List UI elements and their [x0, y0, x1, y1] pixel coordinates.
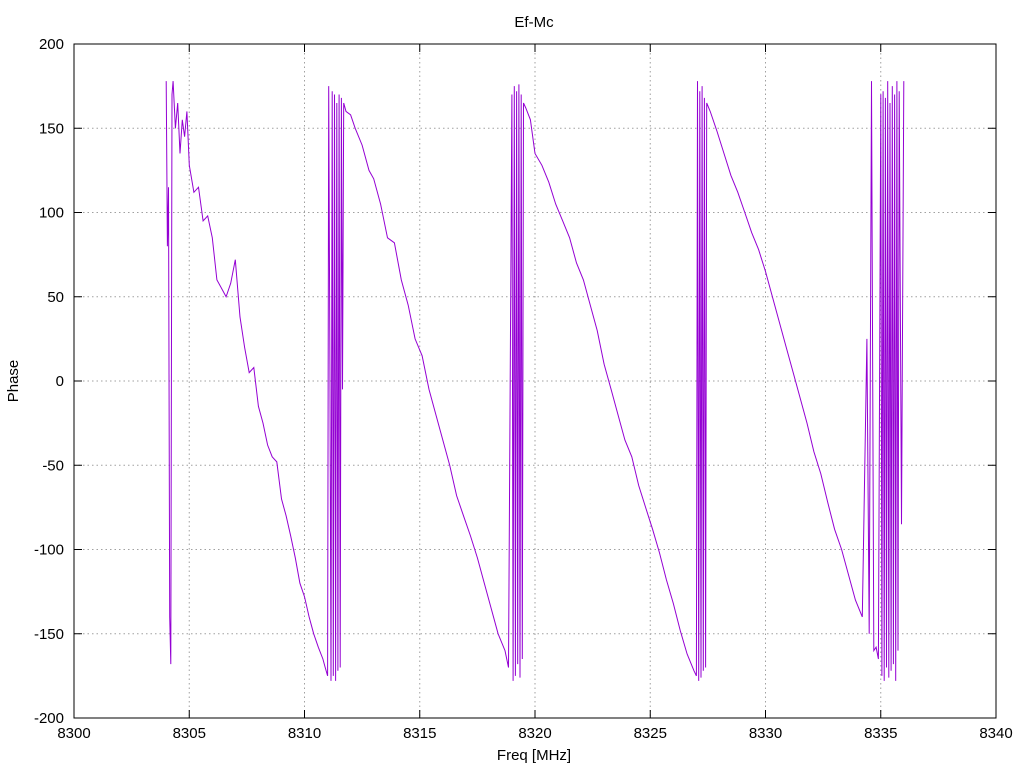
- y-tick-label: -100: [34, 542, 64, 559]
- y-tick-label: 50: [47, 289, 64, 306]
- x-tick-label: 8325: [634, 725, 667, 742]
- x-tick-label: 8330: [749, 725, 782, 742]
- grid: [74, 44, 996, 718]
- x-tick-label: 8320: [518, 725, 551, 742]
- x-axis-label: Freq [MHz]: [497, 747, 571, 764]
- y-tick-label: -150: [34, 626, 64, 643]
- x-tick-label: 8310: [288, 725, 321, 742]
- x-tick-label: 8315: [403, 725, 436, 742]
- y-axis-label: Phase: [5, 360, 22, 403]
- series-layer: [165, 81, 905, 681]
- y-tick-label: 150: [39, 120, 64, 137]
- x-tick-label: 8300: [57, 725, 90, 742]
- chart-title: Ef-Mc: [514, 14, 554, 31]
- x-tick-label: 8335: [864, 725, 897, 742]
- x-tick-label: 8305: [173, 725, 206, 742]
- y-tick-label: 100: [39, 205, 64, 222]
- y-tick-label: 0: [56, 373, 64, 390]
- y-tick-label: 200: [39, 36, 64, 53]
- ticks: 8300 8305 8310 8315 8320 8325 8330 8335 8340 200 1…: [34, 36, 1013, 742]
- x-tick-label: 8340: [979, 725, 1012, 742]
- y-tick-label: -200: [34, 710, 64, 727]
- phase-series-line: [165, 81, 905, 681]
- y-tick-label: -50: [42, 457, 64, 474]
